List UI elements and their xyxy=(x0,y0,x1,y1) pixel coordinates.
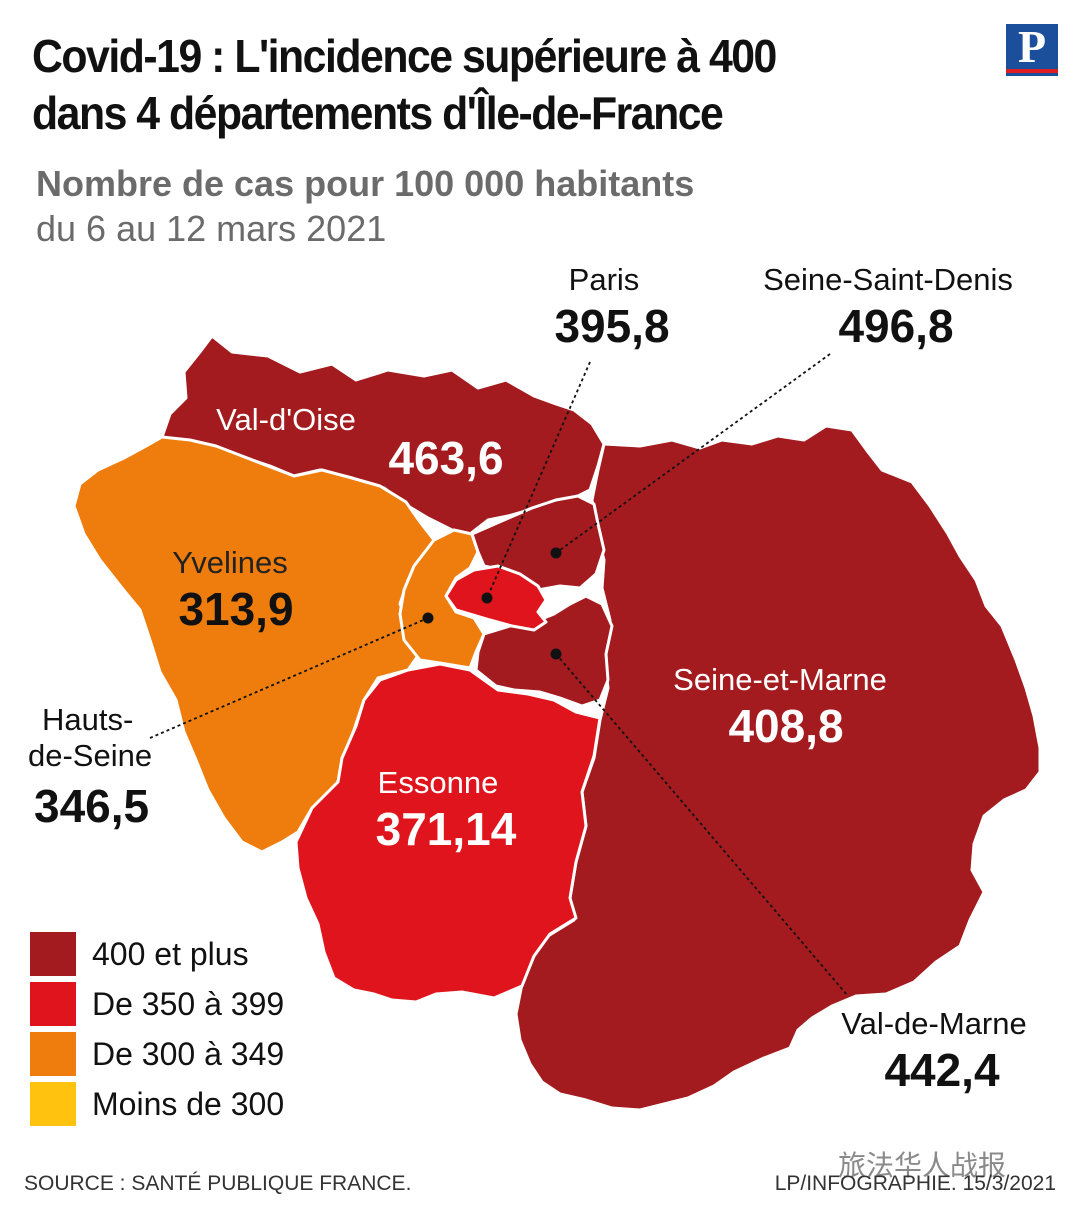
legend-swatch xyxy=(30,932,76,976)
leader-line-val-de-marne xyxy=(555,653,849,997)
label-seine-et-marne-value: 408,8 xyxy=(728,700,843,752)
source-credit: SOURCE : SANTÉ PUBLIQUE FRANCE. xyxy=(24,1172,412,1195)
region-essonne xyxy=(294,662,602,1004)
logo-letter: P xyxy=(1017,21,1047,72)
infographic-credit: LP/INFOGRAPHIE. 15/3/2021 xyxy=(774,1172,1056,1195)
label-val-doise-name: Val-d'Oise xyxy=(216,402,356,437)
label-hauts-de-seine-name-2: de-Seine xyxy=(28,738,152,773)
wechat-watermark: 旅法华人战报 xyxy=(838,1149,1007,1182)
legend-label: De 350 à 399 xyxy=(92,986,285,1022)
legend-swatch xyxy=(30,1032,76,1076)
logo-red-bar xyxy=(1006,69,1058,73)
region-paris xyxy=(444,564,548,632)
legend-swatch xyxy=(30,982,76,1026)
marker-val-de-marne xyxy=(550,648,562,660)
marker-seine-saint-denis xyxy=(550,547,562,559)
label-seine-saint-denis-value: 496,8 xyxy=(838,300,953,352)
title-line-2: dans 4 départements d'Île-de-France xyxy=(32,87,724,139)
legend-label: De 300 à 349 xyxy=(92,1036,285,1072)
label-yvelines-name: Yvelines xyxy=(172,545,287,580)
legend-swatch xyxy=(30,1082,76,1126)
date-range: du 6 au 12 mars 2021 xyxy=(36,208,387,249)
marker-paris xyxy=(481,592,493,604)
leader-line-seine-saint-denis xyxy=(555,353,831,554)
map-subtitle: Nombre de cas pour 100 000 habitants xyxy=(36,163,695,204)
title-line-1: Covid-19 : L'incidence supérieure à 400 xyxy=(32,30,777,82)
leader-line-paris xyxy=(486,361,591,599)
map-title: Covid-19 : L'incidence supérieure à 400 … xyxy=(32,28,897,142)
label-hauts-de-seine-name-1: Hauts- xyxy=(42,702,133,737)
legend-label: Moins de 300 xyxy=(92,1086,285,1122)
label-yvelines-value: 313,9 xyxy=(178,583,293,635)
label-val-de-marne-value: 442,4 xyxy=(884,1044,1000,1096)
label-val-doise-value: 463,6 xyxy=(388,432,503,484)
label-paris-value: 395,8 xyxy=(554,300,669,352)
label-seine-et-marne-name: Seine-et-Marne xyxy=(673,662,887,697)
leader-line-hauts-de-seine xyxy=(149,617,429,739)
label-essonne-name: Essonne xyxy=(378,765,499,800)
label-essonne-value: 371,14 xyxy=(376,803,517,855)
legend-label: 400 et plus xyxy=(92,936,249,972)
le-parisien-logo: P xyxy=(1006,24,1058,76)
label-seine-saint-denis-name: Seine-Saint-Denis xyxy=(763,262,1013,297)
label-val-de-marne-name: Val-de-Marne xyxy=(841,1006,1027,1041)
label-hauts-de-seine-value: 346,5 xyxy=(34,780,149,832)
label-paris-name: Paris xyxy=(569,262,640,297)
marker-hauts-de-seine xyxy=(422,612,434,624)
